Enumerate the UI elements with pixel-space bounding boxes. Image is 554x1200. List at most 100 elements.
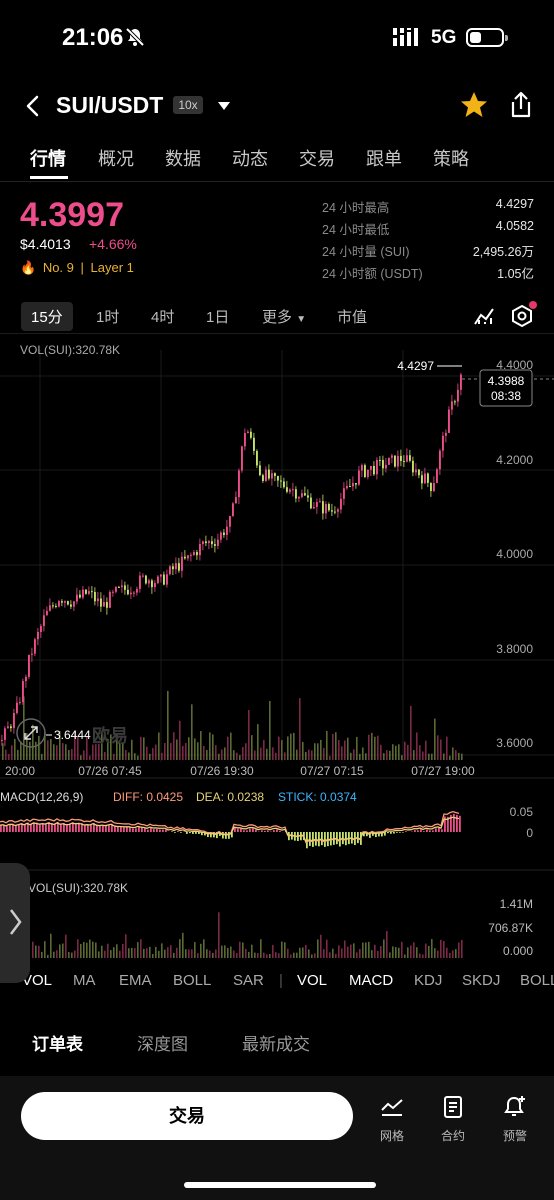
candle-body <box>433 483 435 492</box>
macd-bar <box>162 829 164 832</box>
main-tabs: 行情 概况 数据 动态 交易 跟单 策略 <box>0 140 554 182</box>
volume-sub-bar <box>53 951 55 958</box>
volume-bar <box>53 744 55 760</box>
volume-bar <box>20 741 22 760</box>
interval-more[interactable]: 更多 ▼ <box>262 309 307 326</box>
tab-data[interactable]: 数据 <box>165 149 201 169</box>
macd-bar <box>363 832 365 837</box>
side-drawer-handle[interactable] <box>0 863 30 983</box>
volume-bar <box>251 735 253 760</box>
candle-body <box>220 532 222 540</box>
tab-orderbook[interactable]: 订单表 <box>32 1035 83 1054</box>
ind-boll[interactable]: BOLL <box>173 972 212 989</box>
tab-depth[interactable]: 深度图 <box>137 1035 188 1054</box>
macd-bar <box>12 823 14 832</box>
volume-bar <box>245 743 247 760</box>
flame-icon: 🔥 <box>20 260 37 275</box>
contract-button[interactable]: 合约 <box>429 1094 477 1144</box>
ind-boll-sub[interactable]: BOLL <box>520 972 554 989</box>
macd-bar <box>447 816 449 832</box>
trade-button[interactable]: 交易 <box>21 1092 353 1140</box>
volume-bar <box>290 733 292 760</box>
volume-sub-bar <box>299 947 301 958</box>
tab-overview[interactable]: 概况 <box>98 149 134 169</box>
candle-body <box>181 556 183 571</box>
market-cap-toggle[interactable]: 市值 <box>337 309 368 326</box>
alert-button[interactable]: 预警 <box>491 1094 539 1144</box>
more-caret-icon: ▼ <box>296 314 307 325</box>
macd-bar <box>105 825 107 832</box>
tab-market[interactable]: 行情 <box>30 149 66 169</box>
kline-chart[interactable]: 4.4000 4.2000 4.0000 3.8000 3.6000 20:00 07/26… <box>0 336 554 966</box>
macd-bar <box>390 832 392 834</box>
macd-bar <box>81 823 83 832</box>
tab-strategy[interactable]: 策略 <box>433 149 469 169</box>
ind-sar[interactable]: SAR <box>233 972 264 989</box>
chart-settings-icon[interactable] <box>510 304 534 328</box>
favorite-star-icon[interactable] <box>459 90 489 120</box>
interval-1d[interactable]: 1日 <box>206 309 230 326</box>
volume-bar <box>425 740 427 760</box>
price-tick-label: 4.4000 <box>496 358 533 372</box>
candle-body <box>253 437 255 451</box>
ind-ma[interactable]: MA <box>73 972 96 989</box>
tab-trade[interactable]: 交易 <box>299 149 335 169</box>
volume-sub-bar <box>170 945 172 958</box>
volume-sub-bar <box>353 943 355 958</box>
status-bar: 21:06 5G <box>0 0 554 76</box>
candle-body <box>436 469 438 484</box>
volume-sub-bar <box>434 948 436 958</box>
candle-body <box>223 532 225 535</box>
volume-bar <box>101 732 103 760</box>
ind-ema[interactable]: EMA <box>119 972 152 989</box>
candle-body <box>385 464 387 469</box>
volume-bar <box>77 736 79 760</box>
rank-row[interactable]: 🔥 No. 9 | Layer 1 <box>20 260 137 276</box>
macd-bar <box>87 824 89 832</box>
volume-bar <box>194 738 196 760</box>
macd-bar <box>123 827 125 832</box>
volume-bar <box>2 743 4 760</box>
volume-sub-bar <box>266 954 268 958</box>
volume-sub-bar <box>257 953 259 958</box>
ind-kdj[interactable]: KDJ <box>414 972 443 989</box>
macd-stick: STICK: 0.0374 <box>278 790 357 804</box>
ind-vol[interactable]: VOL <box>22 972 53 989</box>
indicator-chart-icon[interactable] <box>472 304 496 328</box>
interval-15m[interactable]: 15分 <box>21 302 73 331</box>
volume-bar <box>41 753 43 760</box>
candle-body <box>19 702 21 704</box>
grid-button[interactable]: 网格 <box>368 1094 416 1144</box>
volume-sub-bar <box>224 945 226 958</box>
macd-bar <box>45 823 47 832</box>
volume-sub-bar <box>260 939 262 958</box>
volume-sub-bar <box>380 946 382 958</box>
pair-title[interactable]: SUI/USDT <box>56 92 164 118</box>
volume-sub-bar <box>86 942 88 958</box>
macd-bar <box>165 829 167 832</box>
tab-latest-trades[interactable]: 最新成交 <box>242 1035 310 1054</box>
volume-bar <box>278 736 280 760</box>
volume-sub-bar <box>194 942 196 958</box>
volume-bar <box>380 744 382 760</box>
volume-bar <box>143 737 145 760</box>
candle-body <box>310 497 312 509</box>
ind-vol-sub[interactable]: VOL <box>297 972 328 989</box>
interval-1h[interactable]: 1时 <box>96 309 120 326</box>
battery-icon <box>466 28 508 47</box>
ind-skdj[interactable]: SKDJ <box>462 972 501 989</box>
volume-sub-bar <box>281 941 283 958</box>
volume-sub-bar <box>419 953 421 958</box>
interval-4h[interactable]: 4时 <box>151 309 175 326</box>
tab-news[interactable]: 动态 <box>232 149 268 169</box>
candle-body <box>250 431 252 438</box>
back-icon[interactable] <box>22 94 44 118</box>
candle-body <box>160 574 162 577</box>
share-icon[interactable] <box>507 90 535 120</box>
ind-macd[interactable]: MACD <box>349 972 394 989</box>
tab-copy[interactable]: 跟单 <box>366 149 402 169</box>
candle-body <box>55 605 57 607</box>
caret-down-icon[interactable] <box>216 100 232 112</box>
macd-bar <box>108 824 110 832</box>
volume-bar <box>47 740 49 760</box>
